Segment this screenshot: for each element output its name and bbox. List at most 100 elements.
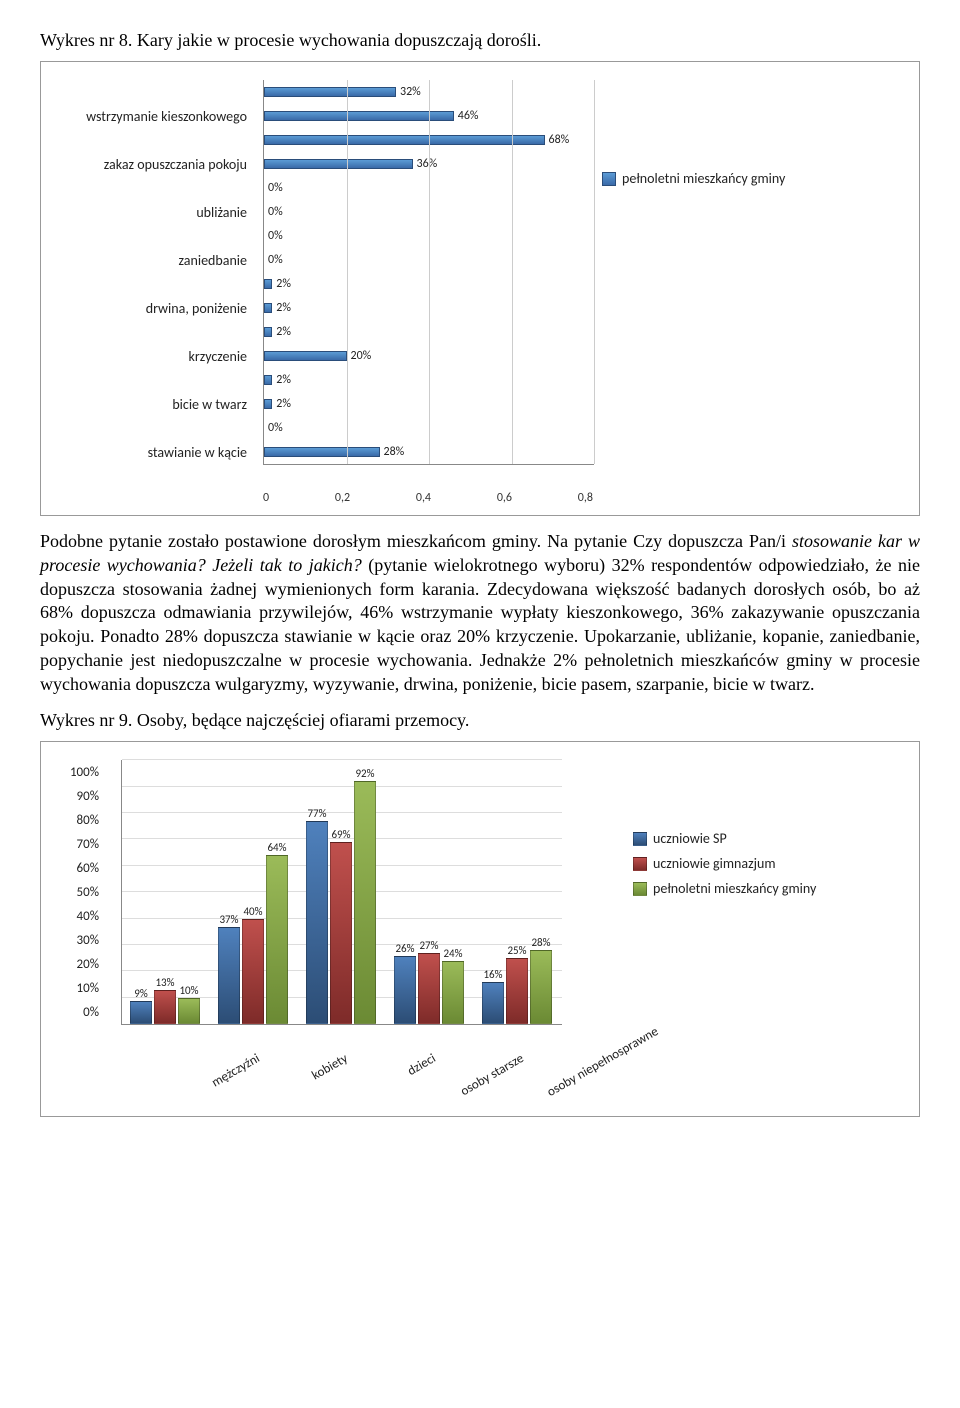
chart1-y-label <box>55 128 255 152</box>
chart2-y-tick: 40% <box>55 904 103 928</box>
chart1-y-label: ubliżanie <box>55 200 255 224</box>
chart1-value-label: 2% <box>276 373 291 387</box>
chart2-y-tick: 80% <box>55 808 103 832</box>
chart2-bar <box>178 998 200 1024</box>
chart2-y-tick: 70% <box>55 832 103 856</box>
chart1-y-label: zakaz opuszczania pokoju <box>55 152 255 176</box>
chart2-bar <box>394 956 416 1025</box>
chart2-bar <box>154 990 176 1024</box>
chart2-group: 37%40%64% <box>218 760 290 1024</box>
chart1-value-label: 2% <box>276 325 291 339</box>
chart2-value-label: 26% <box>395 943 414 954</box>
chart1-bar <box>264 447 380 457</box>
chart1-value-label: 2% <box>276 301 291 315</box>
chart2-bar <box>354 781 376 1024</box>
legend-swatch <box>633 857 647 871</box>
chart2-container: 0%10%20%30%40%50%60%70%80%90%100% 9%13%1… <box>40 741 920 1117</box>
legend-label: uczniowie gimnazjum <box>653 855 776 872</box>
legend-swatch <box>633 832 647 846</box>
chart2-y-tick: 20% <box>55 952 103 976</box>
chart2-bar <box>266 855 288 1024</box>
legend-label: uczniowie SP <box>653 830 727 847</box>
chart1-x-tick: 0,8 <box>578 491 593 505</box>
chart1-y-label: bicie w twarz <box>55 392 255 416</box>
chart1-y-label <box>55 416 255 440</box>
legend-swatch <box>633 882 647 896</box>
chart2-legend-item: uczniowie SP <box>633 830 816 847</box>
legend-label: pełnoletni mieszkańcy gminy <box>653 880 816 897</box>
chart1-value-label: 0% <box>268 205 283 219</box>
chart1-y-label <box>55 176 255 200</box>
chart1-value-label: 20% <box>351 349 372 363</box>
chart2-bar <box>482 982 504 1024</box>
chart1-y-label: stawianie w kącie <box>55 440 255 464</box>
chart2-x-label: osoby starsze <box>457 1051 527 1100</box>
chart2-x-label: mężczyźni <box>193 1051 263 1100</box>
chart1-value-label: 46% <box>458 109 479 123</box>
chart2-value-label: 16% <box>483 969 502 980</box>
chart1-y-label <box>55 80 255 104</box>
chart1-plot-area: 32%46%68%36%0%0%0%0%2%2%2%20%2%2%0%28% <box>263 80 594 465</box>
chart2-value-label: 28% <box>531 937 550 948</box>
chart1-value-label: 0% <box>268 421 283 435</box>
chart2-bar <box>130 1001 152 1025</box>
chart2-y-labels: 0%10%20%30%40%50%60%70%80%90%100% <box>55 760 103 1036</box>
chart2-y-tick: 100% <box>55 760 103 784</box>
chart1-y-label: drwina, poniżenie <box>55 296 255 320</box>
chart1-y-label: wstrzymanie kieszonkowego <box>55 104 255 128</box>
chart2-group: 9%13%10% <box>130 760 202 1024</box>
chart1-bar <box>264 111 454 121</box>
chart2-value-label: 13% <box>155 977 174 988</box>
chart2-legend-item: pełnoletni mieszkańcy gminy <box>633 880 816 897</box>
chart2-value-label: 24% <box>443 948 462 959</box>
chart1-y-labels: wstrzymanie kieszonkowego zakaz opuszczan… <box>55 80 255 464</box>
chart1-bar <box>264 303 272 313</box>
chart2-bar <box>442 961 464 1024</box>
chart2-x-label: dzieci <box>369 1051 439 1100</box>
chart1-y-label <box>55 368 255 392</box>
chart1-bar <box>264 87 396 97</box>
chart2-bar <box>218 927 240 1025</box>
chart2-title: Wykres nr 9. Osoby, będące najczęściej o… <box>40 710 920 731</box>
chart1-bar <box>264 351 347 361</box>
chart1-value-label: 0% <box>268 229 283 243</box>
chart2-value-label: 25% <box>507 945 526 956</box>
chart1-value-label: 68% <box>549 133 570 147</box>
chart1-y-label: zaniedbanie <box>55 248 255 272</box>
chart1-y-label <box>55 224 255 248</box>
chart2-group: 26% 27% 24% <box>394 760 466 1024</box>
chart1-bar <box>264 279 272 289</box>
chart1-legend: pełnoletni mieszkańcy gminy <box>602 170 785 187</box>
chart2-value-label: 40% <box>243 906 262 917</box>
chart2-x-label: osoby niepełnosprawne <box>545 1051 615 1100</box>
chart1-y-label: krzyczenie <box>55 344 255 368</box>
chart1-value-label: 0% <box>268 181 283 195</box>
chart2-value-label: 69% <box>331 829 350 840</box>
chart1-value-label: 2% <box>276 397 291 411</box>
chart1-x-tick: 0,6 <box>497 491 512 505</box>
chart1-x-tick: 0,4 <box>416 491 431 505</box>
chart1-y-label <box>55 272 255 296</box>
chart2-x-labels: mężczyźnikobietydzieciosoby starszeosoby… <box>175 1031 615 1046</box>
chart1-value-label: 28% <box>384 445 405 459</box>
chart2-value-label: 64% <box>267 842 286 853</box>
body-paragraph: Podobne pytanie zostało postawione doros… <box>40 530 920 696</box>
chart2-legend: uczniowie SP uczniowie gimnazjum pełnoletn… <box>633 830 816 897</box>
chart1-x-tick: 0,2 <box>335 491 350 505</box>
legend-label: pełnoletni mieszkańcy gminy <box>622 170 785 187</box>
chart2-bar <box>330 842 352 1024</box>
chart1-x-axis: 00,20,40,60,8 <box>263 491 593 505</box>
chart2-y-tick: 90% <box>55 784 103 808</box>
chart1-value-label: 32% <box>400 85 421 99</box>
chart1-bar <box>264 375 272 385</box>
chart2-bar <box>506 958 528 1024</box>
chart2-bar <box>306 821 328 1024</box>
chart2-group: 16% 25% 28% <box>482 760 554 1024</box>
legend-swatch <box>602 172 616 186</box>
chart1-title: Wykres nr 8. Kary jakie w procesie wycho… <box>40 30 920 51</box>
chart1-value-label: 36% <box>417 157 438 171</box>
chart2-bar <box>242 919 264 1025</box>
chart2-y-tick: 0% <box>55 1000 103 1024</box>
chart2-value-label: 27% <box>419 940 438 951</box>
chart2-y-tick: 30% <box>55 928 103 952</box>
